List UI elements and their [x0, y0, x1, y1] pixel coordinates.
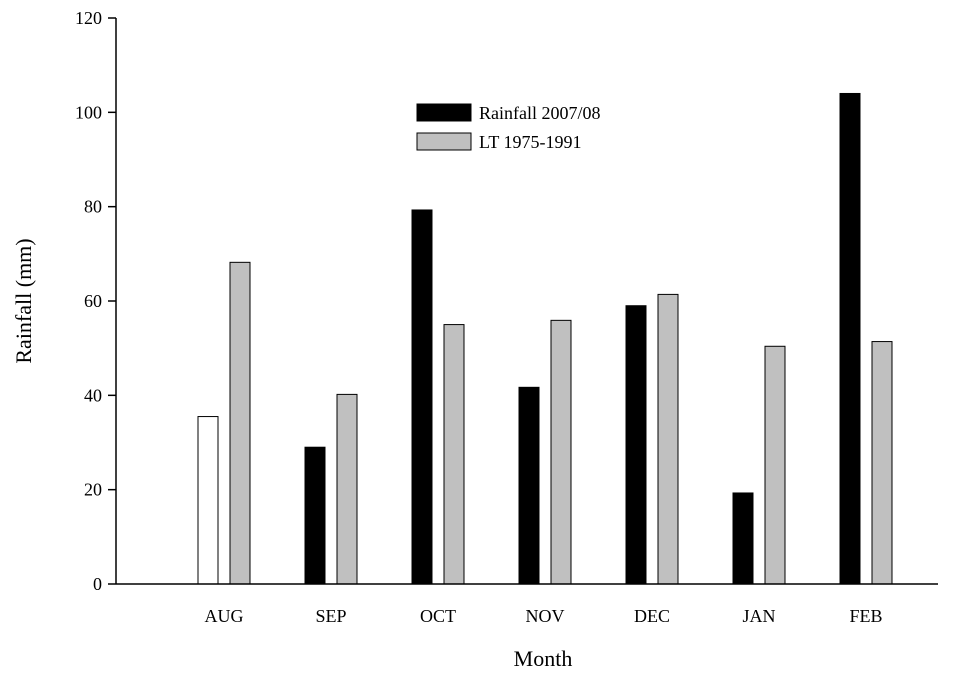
- x-tick-label: FEB: [849, 606, 882, 626]
- legend-swatch: [416, 132, 472, 151]
- y-tick-label: 80: [84, 197, 102, 217]
- legend: Rainfall 2007/08 LT 1975-1991: [416, 103, 600, 152]
- x-tick-label: DEC: [634, 606, 670, 626]
- y-tick-label: 0: [93, 574, 102, 594]
- y-axis-title: Rainfall (mm): [11, 238, 36, 363]
- y-tick-label: 40: [84, 385, 102, 405]
- bar-lt-1975-1991-jan: [764, 345, 786, 585]
- legend-swatch: [416, 103, 472, 122]
- bar-rainfall-2007-08-jan: [732, 492, 754, 585]
- y-tick-label: 20: [84, 480, 102, 500]
- bar-lt-1975-1991-aug: [229, 261, 251, 585]
- bar-lt-1975-1991-dec: [657, 293, 679, 585]
- y-ticks-group: 0 20 40 60 80 100 120: [75, 8, 116, 594]
- x-tick-label: AUG: [205, 606, 244, 626]
- bar-rainfall-2007-08-feb: [839, 92, 861, 585]
- y-tick-label: 60: [84, 291, 102, 311]
- bar-lt-1975-1991-oct: [443, 324, 465, 585]
- bar-lt-1975-1991-nov: [550, 319, 572, 585]
- bar-rainfall-2007-08-dec: [625, 305, 647, 585]
- x-axis-title: Month: [514, 646, 573, 671]
- legend-label: LT 1975-1991: [479, 132, 582, 152]
- x-tick-label: SEP: [315, 606, 346, 626]
- y-tick-label: 100: [75, 102, 102, 122]
- y-tick-label: 120: [75, 8, 102, 28]
- x-tick-label: NOV: [526, 606, 565, 626]
- bars-group: [197, 92, 893, 585]
- x-tick-label: OCT: [420, 606, 456, 626]
- x-tick-label: JAN: [742, 606, 775, 626]
- bar-rainfall-2007-08-aug: [197, 416, 219, 585]
- bar-rainfall-2007-08-oct: [411, 209, 433, 585]
- legend-label: Rainfall 2007/08: [479, 103, 600, 123]
- x-ticks-group: AUG SEP OCT NOV DEC JAN FEB: [205, 606, 883, 626]
- bar-lt-1975-1991-sep: [336, 393, 358, 585]
- bar-lt-1975-1991-feb: [871, 341, 893, 585]
- bar-rainfall-2007-08-sep: [304, 446, 326, 585]
- bar-rainfall-2007-08-nov: [518, 386, 540, 585]
